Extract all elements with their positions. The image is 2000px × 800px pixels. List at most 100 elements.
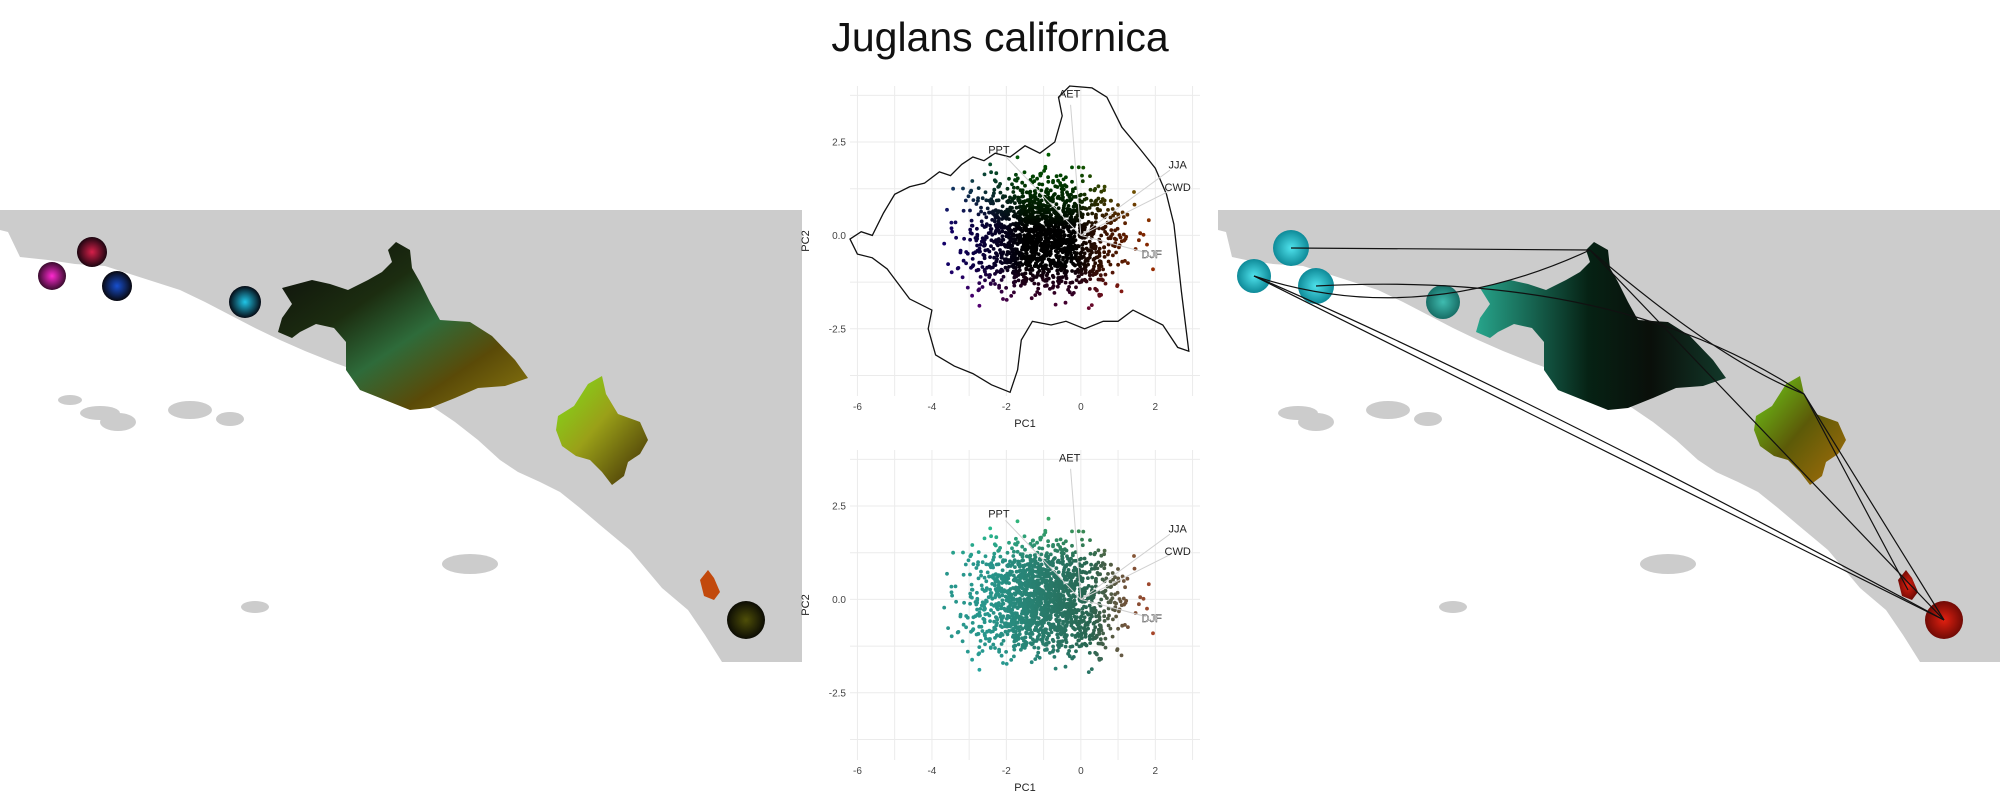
data-point <box>1003 244 1007 248</box>
data-point <box>1083 259 1088 264</box>
data-point <box>1038 263 1043 268</box>
data-point <box>984 586 989 591</box>
data-point <box>1053 666 1058 671</box>
data-point <box>1015 262 1019 267</box>
data-point <box>1068 198 1072 203</box>
data-point <box>971 251 976 256</box>
data-point <box>970 223 974 228</box>
data-point <box>1132 554 1136 558</box>
data-point <box>1051 284 1056 288</box>
data-point <box>1052 232 1057 237</box>
data-point <box>984 215 989 220</box>
data-point <box>978 607 983 611</box>
x-tick-label: -2 <box>1002 766 1011 777</box>
data-point <box>981 616 986 621</box>
data-point <box>1137 602 1141 607</box>
data-point <box>1056 635 1060 640</box>
data-point <box>1046 229 1050 234</box>
data-point <box>1004 234 1009 239</box>
data-point <box>1012 647 1017 652</box>
data-point <box>978 275 983 279</box>
data-point <box>992 551 997 556</box>
data-point <box>1037 268 1042 273</box>
data-point <box>1109 592 1114 596</box>
data-point <box>1088 187 1093 192</box>
data-point <box>1138 595 1143 600</box>
data-point <box>1056 178 1060 183</box>
data-point <box>1081 529 1086 534</box>
data-point <box>1100 577 1105 582</box>
data-point <box>946 262 950 266</box>
data-point <box>1066 233 1071 238</box>
data-point <box>1113 592 1117 597</box>
data-point <box>1047 633 1051 638</box>
data-point <box>987 275 992 279</box>
data-point <box>1063 637 1068 642</box>
data-point <box>996 209 1001 214</box>
data-point <box>992 239 997 244</box>
data-point <box>1001 580 1006 584</box>
data-point <box>961 622 966 627</box>
y-tick-label: 0.0 <box>832 595 846 606</box>
data-point <box>998 190 1003 195</box>
data-point <box>1043 528 1048 533</box>
data-point <box>992 625 997 630</box>
data-point <box>1015 614 1020 618</box>
data-point <box>1047 584 1052 589</box>
data-point <box>962 600 966 605</box>
data-point <box>979 569 983 574</box>
data-point <box>1061 562 1065 566</box>
data-point <box>1051 639 1056 643</box>
data-point <box>1043 263 1048 268</box>
data-point <box>1082 277 1087 282</box>
data-point <box>1021 252 1025 257</box>
data-point <box>1017 239 1022 243</box>
data-point <box>1036 616 1041 621</box>
data-point <box>1046 543 1051 548</box>
data-point <box>1116 212 1121 217</box>
data-point <box>1043 627 1048 632</box>
data-point <box>1054 617 1059 622</box>
data-point <box>994 171 999 176</box>
data-point <box>1010 248 1014 253</box>
data-point <box>953 584 958 589</box>
data-point <box>1075 258 1080 263</box>
data-point <box>1031 245 1036 250</box>
data-point <box>1090 250 1094 255</box>
data-point <box>1001 216 1006 220</box>
data-point <box>966 558 971 563</box>
data-point <box>1003 629 1008 634</box>
data-point <box>1084 207 1089 211</box>
data-point <box>1024 631 1029 636</box>
data-point <box>975 226 979 231</box>
data-point <box>977 651 982 656</box>
data-point <box>998 633 1003 637</box>
data-point <box>970 293 974 298</box>
data-point <box>949 634 954 639</box>
data-point <box>1050 571 1054 576</box>
pca-scatter-top: AET PPT JJA CWD DJF -6 -4 -2 0 2 -2.5 0.0 2.5 PC1 PC2 <box>800 85 1200 430</box>
data-point <box>1109 228 1114 233</box>
data-point <box>1106 259 1111 264</box>
data-point <box>1069 192 1073 197</box>
data-point <box>1023 183 1027 188</box>
data-point <box>983 633 987 638</box>
data-point <box>968 237 972 242</box>
right-range-map <box>1218 210 2000 662</box>
data-point <box>1046 640 1051 645</box>
data-point <box>1001 577 1006 582</box>
data-point <box>1051 544 1055 549</box>
data-point <box>1060 548 1065 552</box>
data-point <box>949 226 954 231</box>
data-point <box>1002 588 1007 593</box>
data-point <box>1004 650 1008 654</box>
data-point <box>1113 211 1117 216</box>
data-point <box>999 606 1003 611</box>
data-point <box>1073 263 1077 268</box>
data-point <box>999 289 1004 294</box>
data-point <box>963 562 968 567</box>
data-point <box>1079 636 1084 640</box>
data-point <box>982 604 986 609</box>
data-point <box>1095 652 1099 657</box>
data-point <box>1093 625 1098 630</box>
